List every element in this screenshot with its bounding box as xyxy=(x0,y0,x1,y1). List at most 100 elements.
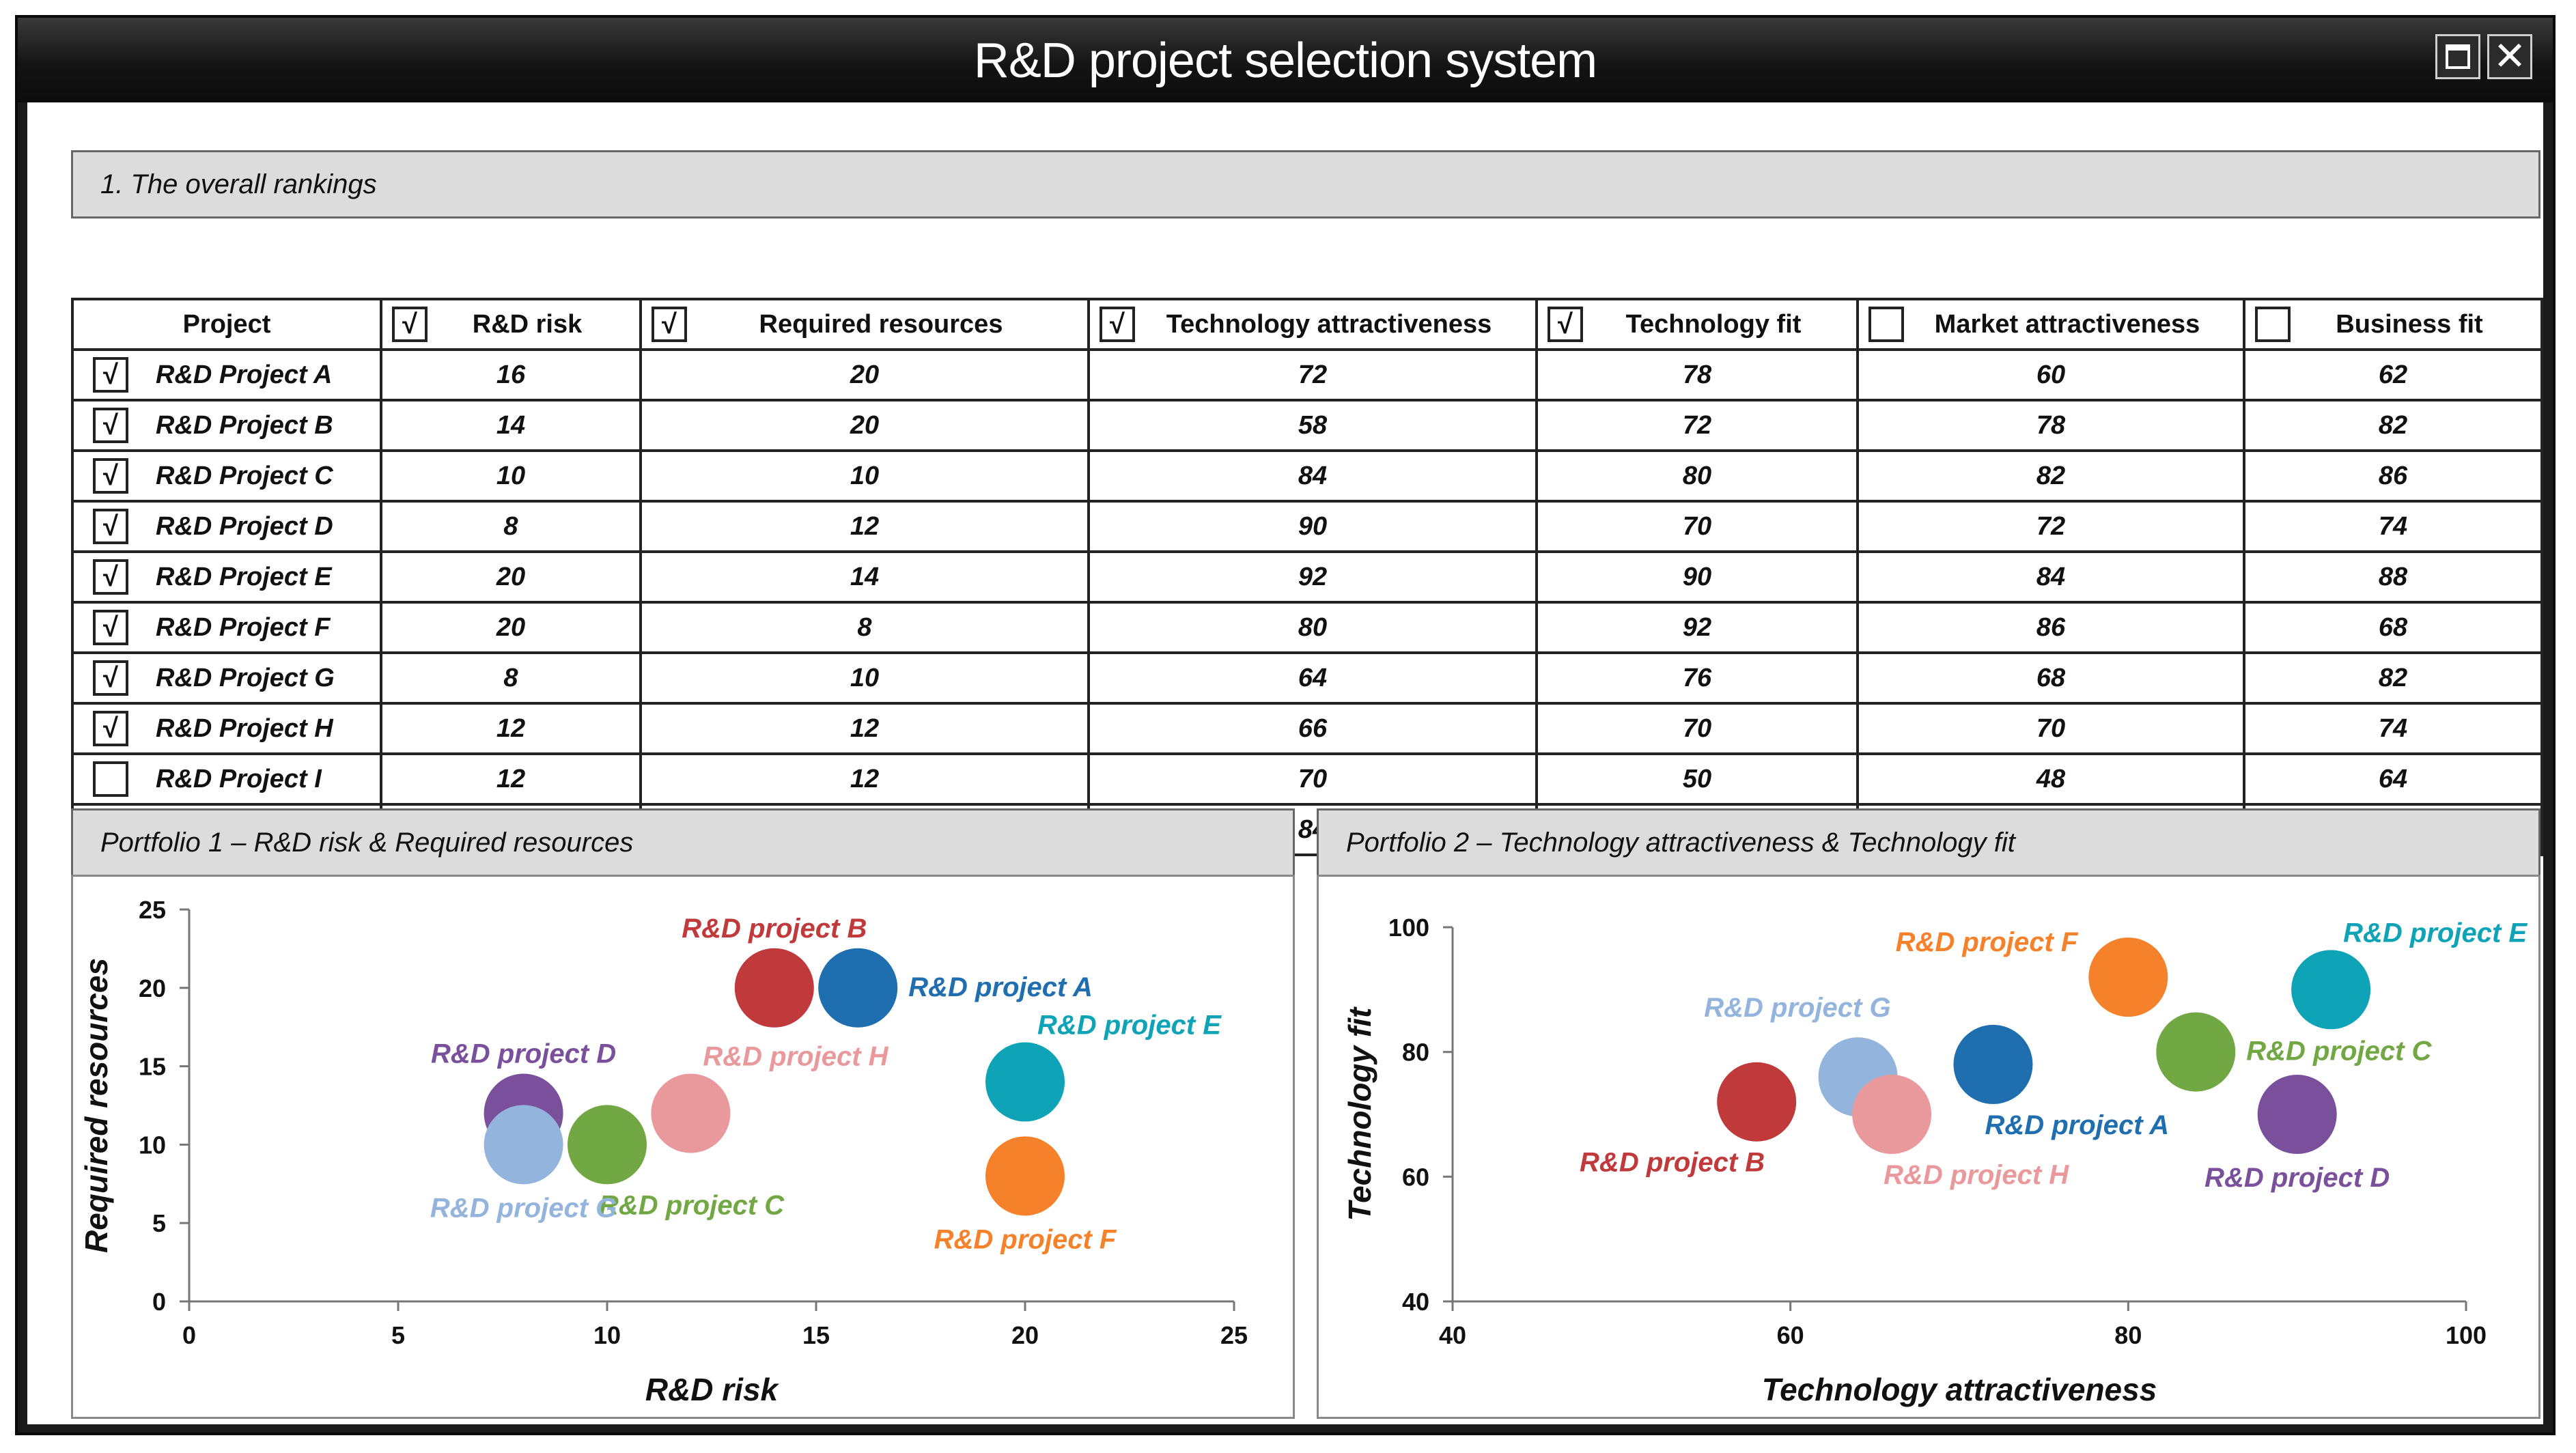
x-axis-title: R&D risk xyxy=(645,1372,780,1407)
bubble-f xyxy=(985,1136,1065,1216)
score-cell: 62 xyxy=(2243,348,2543,401)
x-tick-label: 0 xyxy=(182,1321,196,1349)
x-tick-label: 15 xyxy=(802,1321,830,1349)
table-body: √ R&D Project A 16 20 72 78 60 62 √ R&D Project B… xyxy=(71,348,2543,856)
bubble-f xyxy=(2088,937,2168,1017)
score-cell: 80 xyxy=(1087,601,1538,654)
column-checkbox[interactable]: √ xyxy=(1548,307,1583,342)
x-tick-label: 25 xyxy=(1220,1321,1248,1349)
score-cell: 64 xyxy=(2243,752,2543,806)
column-label: Required resources xyxy=(759,309,1003,339)
rankings-table: Project √ R&D risk √ Required resources √ Tech… xyxy=(71,298,2543,856)
project-name: R&D Project G xyxy=(156,664,335,692)
project-checkbox[interactable]: √ xyxy=(93,509,128,544)
column-label: Technology fit xyxy=(1625,309,1802,339)
bubble-b xyxy=(1717,1062,1797,1142)
score-cell: 78 xyxy=(1856,399,2245,452)
table-row: √ R&D Project A 16 20 72 78 60 62 xyxy=(71,348,2543,401)
bubble-e xyxy=(985,1042,1065,1122)
score-cell: 20 xyxy=(639,348,1090,401)
score-cell: 92 xyxy=(1087,550,1538,604)
maximize-button[interactable] xyxy=(2435,34,2480,79)
x-tick-label: 100 xyxy=(2446,1321,2487,1349)
bubble-label-h: R&D project H xyxy=(703,1041,888,1071)
project-checkbox[interactable]: √ xyxy=(93,408,128,443)
bubble-label-d: R&D project D xyxy=(431,1039,616,1069)
score-cell: 76 xyxy=(1535,651,1859,705)
score-cell: 20 xyxy=(639,399,1090,452)
column-header: √ Technology attractiveness xyxy=(1087,298,1538,351)
project-checkbox[interactable]: √ xyxy=(93,660,128,696)
table-row: √ R&D Project B 14 20 58 72 78 82 xyxy=(71,399,2543,452)
maximize-icon xyxy=(2446,44,2470,69)
project-name: R&D Project F xyxy=(156,613,331,642)
score-cell: 12 xyxy=(639,752,1090,806)
table-row: √ R&D Project F 20 8 80 92 86 68 xyxy=(71,601,2543,654)
title-bar[interactable]: R&D project selection system ✕ xyxy=(18,18,2553,102)
bubble-label-c: R&D project C xyxy=(599,1190,785,1220)
column-label: R&D risk xyxy=(472,309,583,339)
score-cell: 86 xyxy=(1856,601,2245,654)
project-cell: R&D Project I xyxy=(71,752,382,806)
project-cell: √ R&D Project C xyxy=(71,449,382,503)
bubble-label-a: R&D project A xyxy=(1985,1110,2169,1140)
column-header: √ Required resources xyxy=(639,298,1090,351)
project-checkbox[interactable]: √ xyxy=(93,610,128,645)
bubble-a xyxy=(1953,1024,2033,1104)
project-cell: √ R&D Project A xyxy=(71,348,382,401)
client-area: 1. The overall rankings Project √ R&D risk… xyxy=(27,102,2543,1424)
project-cell: √ R&D Project H xyxy=(71,702,382,755)
project-name: R&D Project I xyxy=(156,765,322,793)
column-label: Market attractiveness xyxy=(1934,309,2200,339)
score-cell: 90 xyxy=(1535,550,1859,604)
score-cell: 82 xyxy=(1856,449,2245,503)
x-tick-label: 20 xyxy=(1011,1321,1039,1349)
project-checkbox[interactable]: √ xyxy=(93,458,128,494)
column-header: Business fit xyxy=(2243,298,2543,351)
column-checkbox[interactable] xyxy=(1868,307,1904,342)
score-cell: 12 xyxy=(380,752,642,806)
project-checkbox[interactable]: √ xyxy=(93,357,128,393)
project-cell: √ R&D Project D xyxy=(71,500,382,553)
y-tick-label: 10 xyxy=(139,1131,166,1159)
column-checkbox[interactable]: √ xyxy=(392,307,428,342)
portfolio1-heading: Portfolio 1 – R&D risk & Required resour… xyxy=(100,827,634,858)
project-checkbox[interactable]: √ xyxy=(93,559,128,595)
bubble-label-f: R&D project F xyxy=(934,1224,1117,1254)
project-cell: √ R&D Project G xyxy=(71,651,382,705)
column-label: Business fit xyxy=(2336,309,2483,339)
score-cell: 72 xyxy=(1535,399,1859,452)
column-checkbox[interactable] xyxy=(2255,307,2291,342)
x-tick-label: 60 xyxy=(1777,1321,1804,1349)
project-checkbox[interactable]: √ xyxy=(93,711,128,746)
y-tick-label: 60 xyxy=(1402,1163,1429,1191)
project-checkbox[interactable] xyxy=(93,761,128,797)
project-name: R&D Project A xyxy=(156,361,333,389)
score-cell: 70 xyxy=(1087,752,1538,806)
bubble-label-e: R&D project E xyxy=(1037,1011,1222,1041)
x-tick-label: 40 xyxy=(1439,1321,1466,1349)
column-checkbox[interactable]: √ xyxy=(652,307,687,342)
project-cell: √ R&D Project E xyxy=(71,550,382,604)
app-window: R&D project selection system ✕ 1. The ov… xyxy=(15,15,2556,1435)
score-cell: 70 xyxy=(1856,702,2245,755)
score-cell: 84 xyxy=(1087,449,1538,503)
y-tick-label: 15 xyxy=(139,1053,166,1081)
column-label: Project xyxy=(182,309,271,339)
column-header: √ R&D risk xyxy=(380,298,642,351)
portfolio1-panel: 0 5 10 15 20 25 0 5 10 15 20 25 R&D risk Required res… xyxy=(71,875,1295,1419)
bubble-d xyxy=(2257,1075,2337,1154)
score-cell: 8 xyxy=(380,500,642,553)
score-cell: 48 xyxy=(1856,752,2245,806)
bubble-label-b: R&D project B xyxy=(682,914,867,944)
score-cell: 82 xyxy=(2243,651,2543,705)
portfolio1-header: Portfolio 1 – R&D risk & Required resour… xyxy=(71,808,1295,877)
y-tick-label: 25 xyxy=(139,896,166,924)
score-cell: 92 xyxy=(1535,601,1859,654)
column-checkbox[interactable]: √ xyxy=(1100,307,1135,342)
table-row: √ R&D Project H 12 12 66 70 70 74 xyxy=(71,702,2543,755)
close-button[interactable]: ✕ xyxy=(2487,34,2532,79)
y-tick-label: 40 xyxy=(1402,1288,1429,1316)
project-name: R&D Project H xyxy=(156,714,333,743)
bubble-e xyxy=(2291,950,2371,1030)
